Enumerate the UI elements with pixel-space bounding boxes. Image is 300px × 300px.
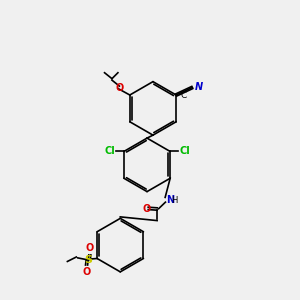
Text: Cl: Cl <box>179 146 190 157</box>
Text: O: O <box>82 267 91 278</box>
Text: H: H <box>171 196 178 205</box>
Text: N: N <box>166 195 174 205</box>
Text: C: C <box>180 91 187 100</box>
Text: S: S <box>84 255 92 265</box>
Text: O: O <box>85 242 94 253</box>
Text: O: O <box>115 82 124 93</box>
Text: N: N <box>195 82 203 92</box>
Text: O: O <box>142 204 151 214</box>
Text: Cl: Cl <box>104 146 115 157</box>
